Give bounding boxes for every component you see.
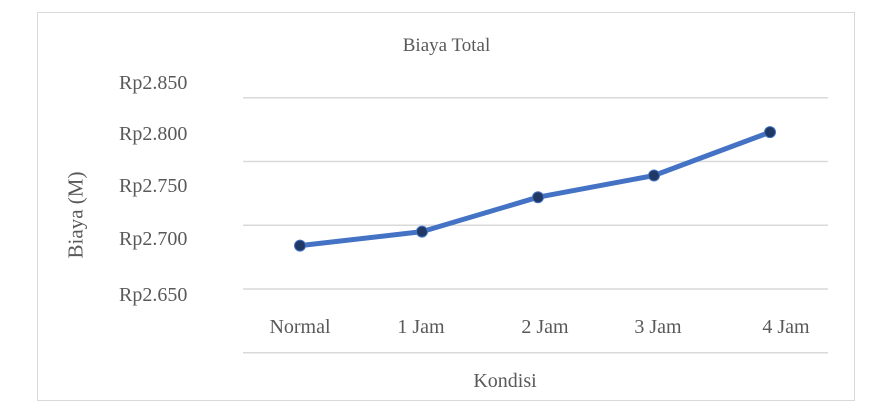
x-tick-label: 2 Jam [521,316,569,338]
y-tick-label: Rp2.750 [119,175,188,197]
y-tick-label: Rp2.700 [119,228,188,250]
chart-title: Biaya Total [402,35,491,56]
chart-frame [37,12,855,401]
data-point [764,126,776,139]
y-tick-label: Rp2.850 [119,72,188,94]
x-axis-label: Kondisi [473,370,537,392]
x-tick-label: Normal [269,316,331,338]
y-tick-label: Rp2.800 [119,123,188,145]
data-markers [294,126,776,252]
data-point [294,239,306,252]
data-point [648,169,660,182]
x-tick-label: 4 Jam [762,316,810,338]
x-tick-label: 1 Jam [397,316,445,338]
data-point [532,191,544,204]
gridlines [243,97,828,354]
series-line [297,129,773,249]
data-point [416,225,428,238]
y-tick-label: Rp2.650 [119,284,188,306]
x-tick-label: 3 Jam [634,316,682,338]
